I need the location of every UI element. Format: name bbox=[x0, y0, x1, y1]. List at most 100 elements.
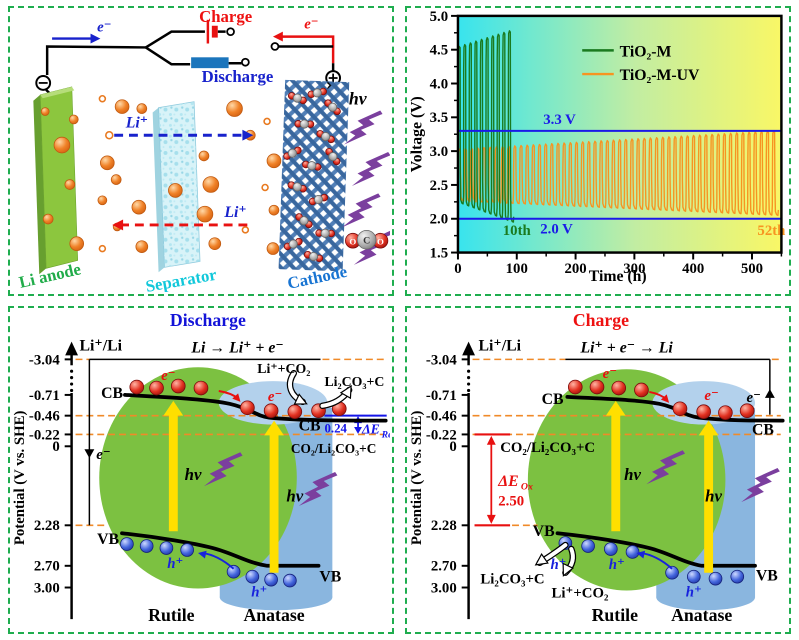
y-axis-title: Potential (V vs. SHE) bbox=[12, 411, 28, 546]
co2-molecule-icon bbox=[308, 193, 329, 206]
lightning-bolt-icon bbox=[351, 151, 390, 186]
arrowhead bbox=[354, 427, 362, 434]
li-ion-sphere bbox=[100, 155, 115, 171]
undefined bbox=[321, 132, 331, 142]
y-axis-title: Potential (V vs. SHE) bbox=[409, 411, 425, 546]
lightning-bolt-icon bbox=[342, 193, 381, 228]
electron-flow-arrowhead bbox=[764, 388, 775, 398]
charge-band-diagram-panel: Charge Potential (V vs. SHE) Li⁺/Li Li⁺ … bbox=[405, 306, 791, 634]
y-tick-label: 4.5 bbox=[430, 43, 448, 59]
li-ion-sphere bbox=[53, 136, 71, 154]
electron-flow-arrowhead bbox=[84, 449, 95, 459]
electron-right-label: e⁻ bbox=[304, 17, 318, 33]
tick--0.46: -0.46 bbox=[426, 409, 457, 425]
axis-break-dot bbox=[70, 369, 74, 373]
li-ion-sphere bbox=[131, 199, 147, 215]
hole-sphere bbox=[625, 545, 640, 559]
undefined bbox=[292, 93, 302, 103]
co2-carbon-sphere bbox=[356, 229, 377, 250]
tick--3.04: -3.04 bbox=[426, 352, 457, 368]
discharge-switch-contact bbox=[241, 57, 250, 67]
y-tick-label: 1.5 bbox=[430, 245, 448, 261]
vb-rutile-label: VB bbox=[97, 531, 119, 548]
li-ion-sphere bbox=[135, 240, 149, 253]
axis-break-dot bbox=[467, 376, 471, 380]
gap-symbol-sub: Ox bbox=[521, 482, 533, 493]
hole-sphere bbox=[245, 569, 260, 584]
arrowhead bbox=[232, 393, 241, 402]
y-axis-title: Voltage (V) bbox=[408, 96, 425, 172]
gap-symbol-sub: Re bbox=[381, 430, 390, 440]
hv-rutile-label: hν bbox=[185, 465, 202, 484]
hole-rutile-label: h⁺ bbox=[167, 556, 183, 572]
hole-sphere bbox=[581, 539, 595, 553]
tick-3.00: 3.00 bbox=[431, 580, 457, 596]
electron-left-label: e⁻ bbox=[97, 20, 111, 36]
product-arrow-head bbox=[534, 553, 549, 566]
x-tick-label: 300 bbox=[623, 261, 645, 277]
rutile-region bbox=[99, 367, 297, 589]
li-ion-sphere bbox=[196, 205, 214, 223]
electron-sphere bbox=[696, 404, 711, 420]
co2-molecule-icon bbox=[294, 119, 315, 129]
undefined bbox=[320, 228, 330, 238]
product-arrow-head bbox=[339, 384, 352, 400]
discharge-title: Discharge bbox=[170, 310, 246, 330]
x-tick-label: 200 bbox=[564, 261, 586, 277]
electron-sphere bbox=[672, 401, 688, 417]
electron-rutile-label: e⁻ bbox=[161, 368, 175, 384]
co2-molecule-icon bbox=[325, 148, 341, 166]
hole-sphere bbox=[139, 539, 154, 553]
gap-value-label: 0.24 bbox=[324, 421, 347, 435]
electron-sphere bbox=[718, 405, 733, 421]
y-tick-label: 5.0 bbox=[430, 9, 448, 25]
hole-sphere bbox=[226, 564, 241, 579]
discharge-branch-wire bbox=[145, 46, 242, 66]
li-ion-sphere bbox=[97, 195, 108, 206]
y-tick-label: 4.0 bbox=[430, 76, 448, 92]
valence-band-curve bbox=[555, 531, 757, 568]
charge-switch-contact bbox=[226, 27, 235, 37]
undefined bbox=[288, 239, 298, 249]
vb-anatase-label: VB bbox=[756, 568, 778, 585]
cb-rutile-label: CB bbox=[542, 391, 564, 408]
y-tick-label: 2.5 bbox=[430, 178, 448, 194]
anatase-label: Anatase bbox=[671, 605, 732, 625]
arrowhead bbox=[198, 550, 207, 559]
axis-break-dot bbox=[467, 382, 471, 386]
li-ion-sphere bbox=[40, 107, 50, 116]
y-tick-label: 3.0 bbox=[430, 144, 448, 160]
axis-break-dot bbox=[70, 376, 74, 380]
plot-border bbox=[456, 14, 783, 254]
electron-sphere bbox=[193, 380, 209, 396]
product-arrow-head bbox=[562, 562, 575, 577]
resistor-icon bbox=[191, 57, 229, 69]
undefined bbox=[299, 216, 309, 226]
reaction-equation: Li⁺ + e⁻ → Li bbox=[579, 339, 673, 356]
x-tick-label: 0 bbox=[454, 261, 461, 277]
legend-label-tio2m: TiO₂-M bbox=[620, 43, 672, 60]
arrowhead bbox=[242, 129, 254, 141]
undefined bbox=[309, 252, 319, 262]
electron-flow-right-arrow bbox=[278, 35, 335, 64]
arrowhead bbox=[486, 435, 496, 445]
arrowhead bbox=[272, 31, 283, 42]
arrowhead bbox=[264, 420, 284, 436]
lightning-bolt-icon bbox=[343, 110, 383, 145]
co2-c-label: C bbox=[363, 236, 370, 247]
charge-diagram-canvas: Charge Potential (V vs. SHE) Li⁺/Li Li⁺ … bbox=[409, 310, 785, 625]
li-ion-sphere bbox=[114, 99, 130, 114]
vb-anatase-label: VB bbox=[319, 569, 341, 586]
li-ion-sphere bbox=[110, 174, 122, 185]
li-anode-top-edge bbox=[40, 86, 75, 99]
hv-anatase-label: hν bbox=[286, 487, 303, 506]
electron-sphere bbox=[149, 380, 164, 396]
arrowhead bbox=[486, 514, 496, 524]
co2-molecule-icon bbox=[295, 213, 313, 229]
li-ion-sphere bbox=[202, 176, 220, 193]
cathode-mesh bbox=[278, 79, 350, 272]
li-anode-side bbox=[33, 94, 47, 275]
anatase-label: Anatase bbox=[243, 605, 304, 625]
tick-2.28: 2.28 bbox=[431, 518, 457, 534]
x-tick-label: 100 bbox=[506, 261, 528, 277]
